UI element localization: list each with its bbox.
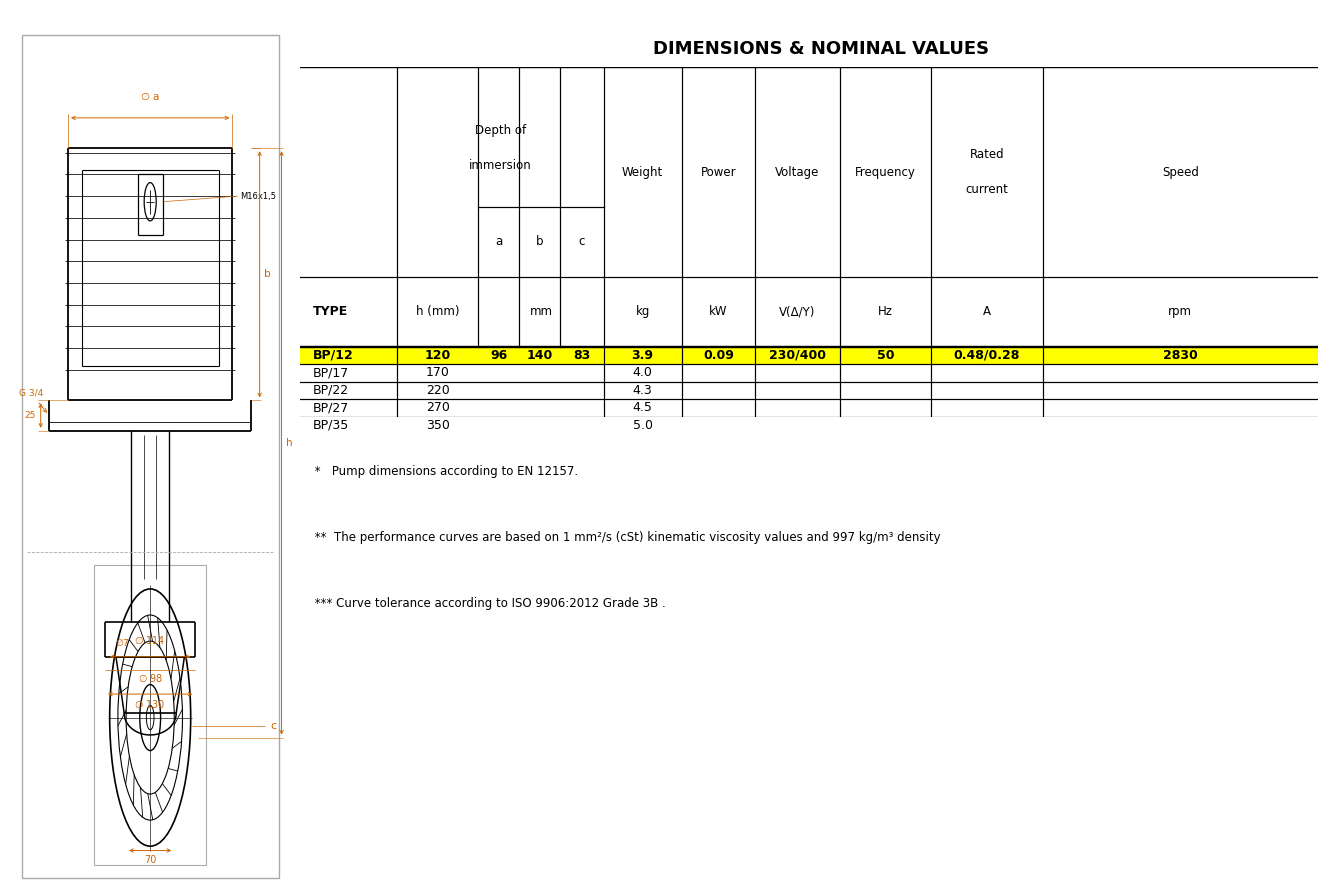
Text: $\varnothing$7: $\varnothing$7 (115, 637, 131, 649)
Text: 140: 140 (526, 349, 553, 362)
Bar (93, 565, 207, 866)
Text: TYPE: TYPE (312, 306, 348, 318)
Text: mm: mm (530, 306, 553, 318)
Text: BP/12: BP/12 (312, 349, 354, 362)
Text: Voltage: Voltage (776, 166, 820, 178)
Text: a: a (495, 236, 502, 248)
Text: h (mm): h (mm) (417, 306, 459, 318)
Text: BP/27: BP/27 (312, 401, 348, 415)
Text: $\varnothing$ 114: $\varnothing$ 114 (135, 633, 166, 646)
Text: BP/35: BP/35 (312, 418, 348, 432)
Text: $\varnothing$ a: $\varnothing$ a (140, 90, 160, 102)
Text: BP/22: BP/22 (312, 383, 348, 397)
Text: h: h (286, 438, 292, 448)
Text: *** Curve tolerance according to ISO 9906:2012 Grade 3B .: *** Curve tolerance according to ISO 990… (311, 597, 665, 610)
Text: V(Δ/Y): V(Δ/Y) (780, 306, 816, 318)
Text: c: c (270, 721, 276, 731)
Text: $\varnothing$ 98: $\varnothing$ 98 (138, 672, 163, 684)
Text: 4.5: 4.5 (633, 401, 653, 415)
Text: Weight: Weight (622, 166, 663, 178)
Text: 4.0: 4.0 (633, 366, 653, 380)
Text: 0.09: 0.09 (704, 349, 734, 362)
Text: 50: 50 (877, 349, 894, 362)
Text: current: current (965, 183, 1008, 196)
Text: G 3/4: G 3/4 (19, 389, 47, 412)
Text: immersion: immersion (469, 159, 531, 171)
Text: 230/400: 230/400 (769, 349, 826, 362)
Text: 120: 120 (425, 349, 451, 362)
Text: Depth of: Depth of (475, 124, 526, 136)
Text: BP/17: BP/17 (312, 366, 348, 380)
Text: **  The performance curves are based on 1 mm²/s (cSt) kinematic viscosity values: ** The performance curves are based on 1… (311, 531, 940, 544)
Text: 25: 25 (24, 411, 36, 420)
Text: Hz: Hz (878, 306, 893, 318)
Text: b: b (535, 236, 543, 248)
Text: Frequency: Frequency (854, 166, 916, 178)
Text: 270: 270 (426, 401, 450, 415)
Text: A: A (983, 306, 991, 318)
Text: 70: 70 (144, 855, 156, 865)
Text: 2830: 2830 (1163, 349, 1197, 362)
Text: DIMENSIONS & NOMINAL VALUES: DIMENSIONS & NOMINAL VALUES (653, 40, 989, 58)
Text: kg: kg (635, 306, 650, 318)
Bar (300, 347, 1318, 364)
Text: $\varnothing$ 130: $\varnothing$ 130 (135, 698, 166, 710)
Text: 3.9: 3.9 (631, 349, 654, 362)
Text: rpm: rpm (1168, 306, 1192, 318)
Text: 4.3: 4.3 (633, 383, 653, 397)
Text: Power: Power (701, 166, 737, 178)
Text: *   Pump dimensions according to EN 12157.: * Pump dimensions according to EN 12157. (311, 465, 578, 478)
Text: Rated: Rated (969, 148, 1004, 161)
Text: 0.48/0.28: 0.48/0.28 (953, 349, 1020, 362)
Text: c: c (578, 236, 585, 248)
Text: b: b (264, 270, 271, 280)
Text: kW: kW (709, 306, 728, 318)
Text: 5.0: 5.0 (633, 418, 653, 432)
Text: 96: 96 (490, 349, 507, 362)
Text: Speed: Speed (1161, 166, 1199, 178)
Text: 170: 170 (426, 366, 450, 380)
Text: 220: 220 (426, 383, 450, 397)
Text: 350: 350 (426, 418, 450, 432)
Text: 83: 83 (573, 349, 590, 362)
Text: M16x1,5: M16x1,5 (240, 192, 276, 201)
